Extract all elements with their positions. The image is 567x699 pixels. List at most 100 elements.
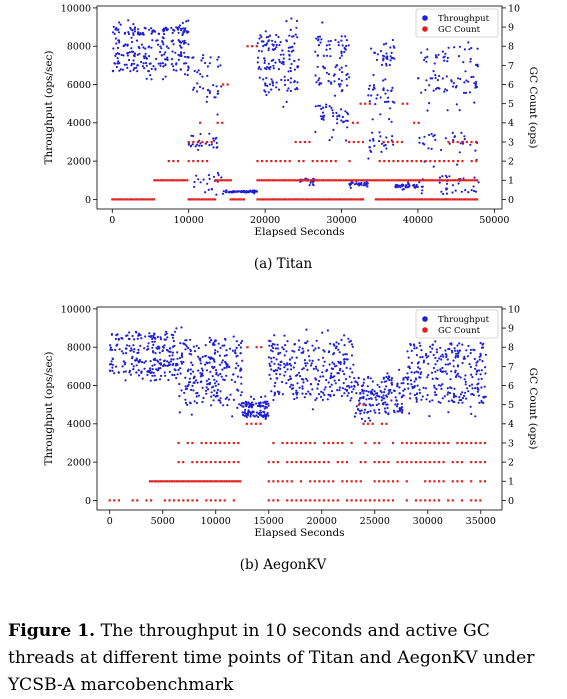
gc-count-point [378,461,381,464]
throughput-point [442,56,445,59]
throughput-point [141,377,144,380]
gc-count-point [332,441,335,445]
throughput-point [367,416,370,420]
gc-count-point [366,179,369,182]
throughput-point [384,92,387,95]
gc-count-point [137,198,140,201]
y2-tick-label: 4 [508,419,514,430]
throughput-point [215,85,218,88]
throughput-point [480,377,483,380]
gc-count-point [381,179,384,182]
throughput-point [172,358,175,361]
gc-count-point [396,179,399,182]
gc-count-point [242,198,245,201]
throughput-point [276,343,279,346]
y-tick-label: 2000 [67,157,91,168]
throughput-point [439,384,442,387]
gc-count-point [274,198,277,201]
gc-count-point [133,198,136,201]
gc-count-point [209,441,212,445]
gc-count-point [330,160,333,163]
throughput-point [193,86,196,89]
gc-count-point [223,480,226,483]
throughput-point [464,391,467,394]
throughput-point [259,34,262,37]
throughput-point [262,401,265,404]
throughput-point [258,37,261,40]
throughput-point [292,393,295,396]
gc-count-point [228,461,231,464]
gc-count-point [246,346,249,349]
y2-tick-label: 9 [508,323,514,334]
throughput-point [267,47,270,50]
gc-count-point [228,480,231,483]
throughput-point [159,64,162,67]
gc-count-point [276,499,280,502]
gc-count-point [190,480,193,483]
throughput-point [314,378,318,381]
throughput-point [317,35,320,39]
throughput-point [390,399,393,402]
throughput-point [333,73,336,76]
throughput-point [257,49,261,53]
gc-count-point [298,198,301,201]
throughput-point [142,62,145,65]
gc-count-point [413,121,416,124]
gc-count-point [196,198,199,201]
throughput-point [438,87,441,90]
gc-count-point [278,198,281,201]
legend-box [415,309,499,339]
throughput-point [283,354,286,357]
gc-count-point [475,140,478,144]
gc-count-point [267,198,270,201]
throughput-point [269,340,272,343]
throughput-point [277,363,280,366]
throughput-point [467,390,470,393]
throughput-point [443,59,446,62]
throughput-point [235,346,238,349]
gc-count-point [206,480,209,483]
throughput-point [341,71,344,74]
throughput-point [214,349,217,352]
throughput-point [265,44,268,47]
gc-count-point [271,179,274,182]
throughput-point [475,370,478,373]
throughput-point [132,59,135,62]
throughput-point [387,413,390,416]
gc-count-point [191,461,194,464]
gc-count-point [263,198,266,201]
throughput-point [404,186,407,189]
throughput-point [460,190,463,193]
throughput-point [117,60,120,63]
throughput-point [443,90,446,93]
gc-count-point [394,179,397,182]
throughput-point [233,351,236,354]
throughput-point [465,79,468,82]
gc-count-point [269,198,272,201]
gc-count-point [456,179,459,182]
gc-count-point [401,179,404,182]
throughput-point [165,330,168,333]
gc-count-point [359,480,362,483]
throughput-point [447,348,450,351]
gc-count-point [265,198,268,201]
throughput-point [459,376,462,379]
y2-tick-label: 9 [508,22,514,33]
throughput-point [337,44,340,47]
throughput-point [204,344,207,347]
throughput-point [193,400,196,403]
throughput-point [446,60,449,63]
throughput-point [275,46,278,49]
throughput-point [179,44,182,47]
gc-count-point [322,179,325,182]
throughput-point [270,360,273,363]
throughput-point [285,382,288,385]
throughput-point [218,354,221,357]
gc-count-point [188,480,191,483]
gc-count-point [295,441,298,445]
throughput-point [295,19,299,23]
throughput-point [461,396,465,400]
gc-count-point [438,198,441,201]
throughput-point [467,41,470,44]
throughput-point [435,348,438,351]
